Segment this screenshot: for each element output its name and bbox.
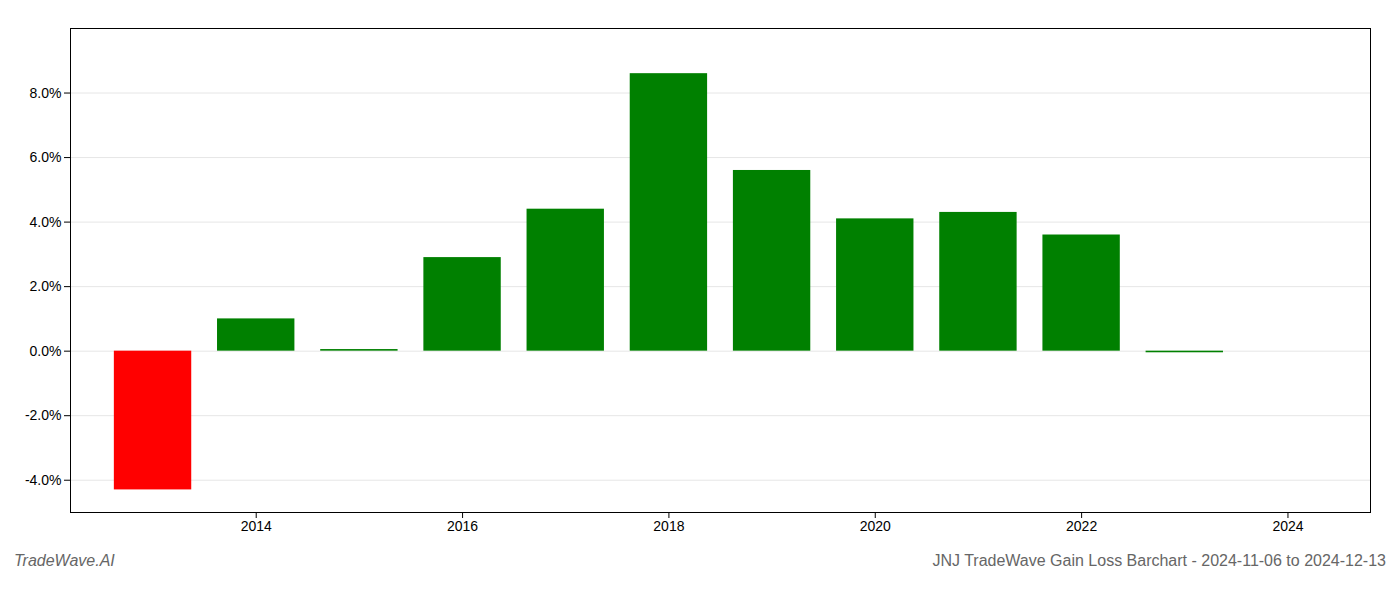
svg-text:2020: 2020 <box>860 518 891 534</box>
svg-text:0.0%: 0.0% <box>30 343 62 359</box>
svg-text:-4.0%: -4.0% <box>25 472 62 488</box>
svg-text:2.0%: 2.0% <box>30 278 62 294</box>
svg-text:4.0%: 4.0% <box>30 214 62 230</box>
svg-text:2024: 2024 <box>1272 518 1303 534</box>
svg-text:-2.0%: -2.0% <box>25 407 62 423</box>
svg-text:2022: 2022 <box>1066 518 1097 534</box>
svg-text:2016: 2016 <box>447 518 478 534</box>
svg-text:2014: 2014 <box>241 518 272 534</box>
svg-text:8.0%: 8.0% <box>30 85 62 101</box>
svg-text:6.0%: 6.0% <box>30 149 62 165</box>
html-text:JNJ TradeWave Gain Loss Barcha: JNJ TradeWave Gain Loss Barchart - 2024-… <box>932 552 1386 569</box>
svg-text:2018: 2018 <box>653 518 684 534</box>
html-text:TradeWave.AI: TradeWave.AI <box>14 552 115 569</box>
